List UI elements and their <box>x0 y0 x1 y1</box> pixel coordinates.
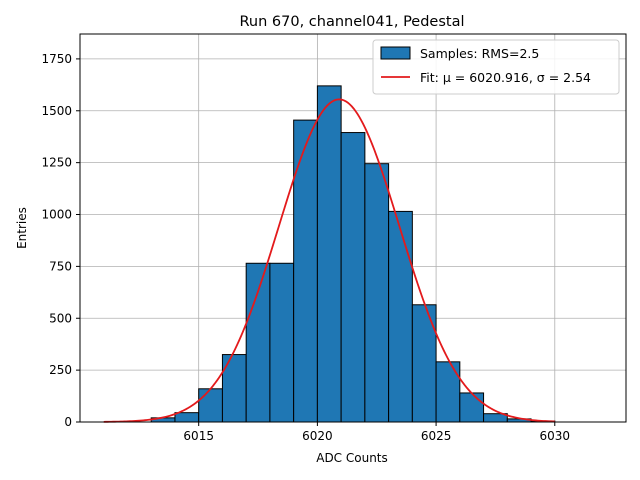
fit-curve-layer <box>103 98 555 423</box>
histogram-bar <box>174 412 200 423</box>
histogram-bar <box>340 132 366 423</box>
plot-frame <box>79 33 627 423</box>
legend-box <box>372 39 620 95</box>
y-tick-label: 1500 <box>41 104 72 118</box>
histogram-bar <box>435 361 461 423</box>
histogram-bar <box>316 85 342 423</box>
x-axis-ticks: 6015 6020 6025 6030 <box>183 422 570 443</box>
y-tick-label: 750 <box>49 259 72 273</box>
y-tick-label: 0 <box>64 415 72 429</box>
x-tick-label: 6025 <box>421 429 452 443</box>
y-tick-label: 1250 <box>41 156 72 170</box>
histogram-bar <box>388 210 413 423</box>
x-tick-label: 6020 <box>302 429 333 443</box>
y-tick-label: 250 <box>49 363 72 377</box>
histogram-bars <box>150 85 556 423</box>
x-tick-label: 6030 <box>540 429 571 443</box>
x-tick-label: 6015 <box>183 429 214 443</box>
x-axis-label: ADC Counts <box>316 451 388 465</box>
y-axis-ticks: 0 250 500 750 1000 1250 1500 1750 <box>41 52 80 429</box>
histogram-bar <box>245 262 271 423</box>
y-tick-label: 500 <box>49 311 72 325</box>
legend: Samples: RMS=2.5 Fit: μ = 6020.916, σ = … <box>372 39 620 95</box>
histogram-bar <box>364 163 390 423</box>
y-tick-label: 1750 <box>41 52 72 66</box>
y-tick-label: 1000 <box>41 208 72 222</box>
chart-title: Run 670, channel041, Pedestal <box>239 14 464 30</box>
histogram-bar <box>293 119 318 423</box>
legend-histogram-swatch <box>380 46 411 60</box>
histogram-bar <box>459 392 485 423</box>
histogram-bar <box>269 262 295 423</box>
histogram-bar <box>198 388 223 423</box>
y-axis-label: Entries <box>15 207 29 249</box>
fit-curve <box>103 98 555 423</box>
histogram-bar <box>221 354 247 423</box>
legend-histogram-label: Samples: RMS=2.5 <box>420 46 539 61</box>
legend-fit-label: Fit: μ = 6020.916, σ = 2.54 <box>420 70 591 85</box>
